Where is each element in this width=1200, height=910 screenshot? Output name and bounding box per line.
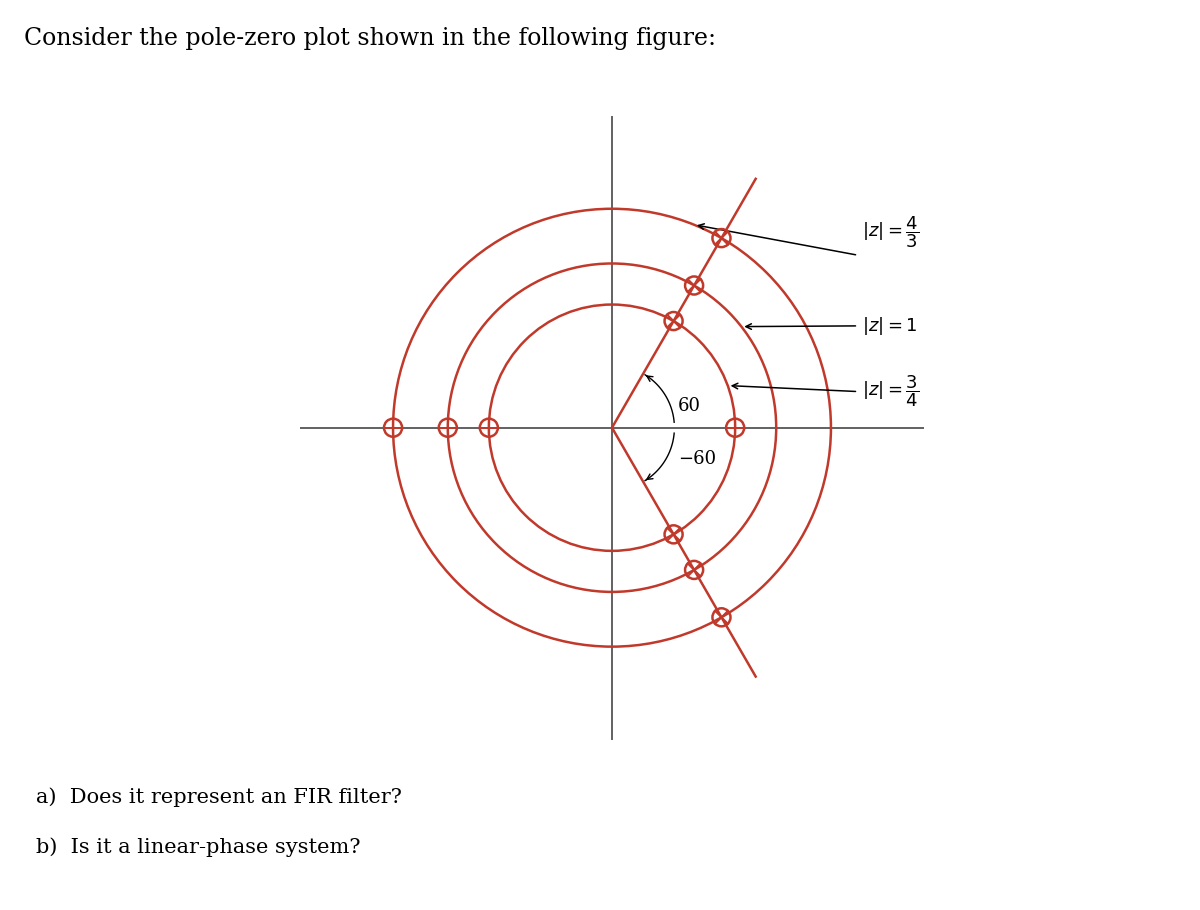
Text: $|z|=\dfrac{3}{4}$: $|z|=\dfrac{3}{4}$ xyxy=(862,374,919,410)
Text: −60: −60 xyxy=(678,450,716,468)
Text: a)  Does it represent an FIR filter?: a) Does it represent an FIR filter? xyxy=(36,787,402,807)
Text: b)  Is it a linear-phase system?: b) Is it a linear-phase system? xyxy=(36,837,360,857)
Text: $|z|=\dfrac{4}{3}$: $|z|=\dfrac{4}{3}$ xyxy=(862,215,919,250)
Text: Consider the pole-zero plot shown in the following figure:: Consider the pole-zero plot shown in the… xyxy=(24,27,716,50)
Text: 60: 60 xyxy=(678,398,701,415)
Text: $|z|=1$: $|z|=1$ xyxy=(862,315,917,337)
